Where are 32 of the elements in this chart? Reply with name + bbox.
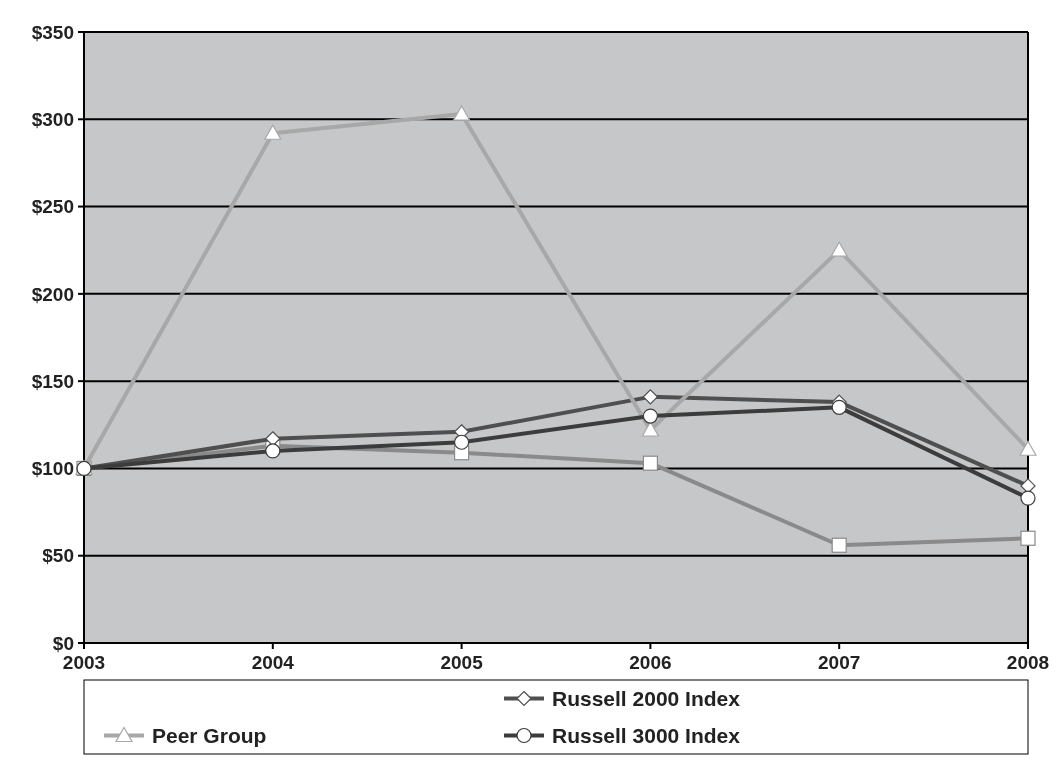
y-tick-label: $50	[42, 545, 74, 567]
x-tick-label: 2005	[440, 652, 484, 673]
legend-label: Peer Group	[152, 723, 267, 747]
point	[830, 241, 848, 257]
x-tick-label: 2006	[629, 652, 672, 673]
x-tick-label: 2004	[251, 652, 295, 673]
point	[831, 399, 847, 415]
y-tick-label: $250	[31, 196, 74, 218]
x-tick-label: 2007	[818, 652, 861, 673]
legend-label: Russell 3000 Index	[552, 723, 741, 747]
legend-label: Russell 2000 Index	[552, 686, 741, 710]
point	[454, 434, 470, 450]
y-tick-label: $200	[31, 283, 74, 305]
point	[642, 408, 658, 424]
point	[265, 443, 281, 459]
x-tick-label: 2003	[62, 652, 106, 673]
point	[264, 124, 282, 140]
x-tick-label: 2008	[1006, 652, 1050, 673]
point	[453, 105, 471, 121]
point	[642, 389, 658, 405]
point	[642, 455, 658, 471]
y-tick-label: $0	[52, 632, 74, 654]
point	[1020, 490, 1036, 506]
point	[1019, 440, 1037, 456]
point	[1020, 530, 1036, 546]
point	[831, 537, 847, 553]
point	[265, 431, 281, 447]
y-tick-label: $350	[31, 21, 74, 43]
y-tick-label: $300	[31, 108, 74, 130]
point	[641, 421, 659, 437]
y-tick-label: $100	[31, 458, 74, 480]
y-tick-label: $150	[31, 370, 74, 392]
